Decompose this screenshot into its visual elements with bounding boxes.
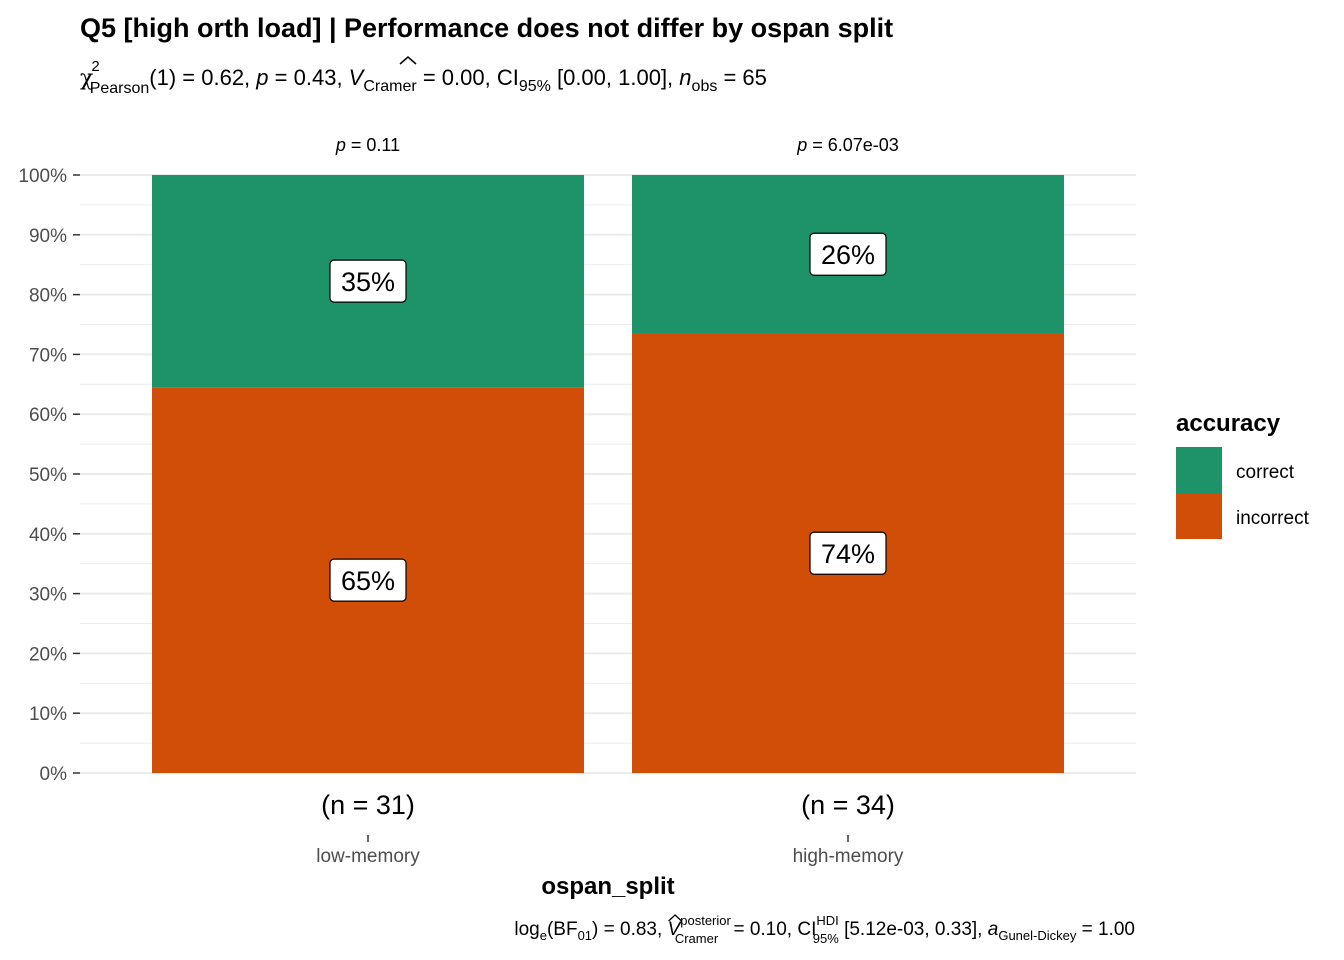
y-tick-label: 100% [18,166,67,187]
y-axis: 0% 10% 20% 30% 40% 50% 60% 70% 80% 90% 100% [18,166,80,785]
caption-log-sub: e [540,928,547,943]
legend: accuracy correct incorrect [1176,410,1310,539]
n-label: (n = 34) [801,790,895,820]
subtitle-stat: (1) = 0.62, [149,65,256,90]
caption-log: log [514,919,539,940]
legend-label-incorrect: incorrect [1236,508,1310,529]
bar-label-text: 65% [341,566,395,596]
facet-p-label: p = 0.11 [335,135,400,155]
y-tick-label: 30% [29,585,67,606]
legend-items: correct incorrect [1176,447,1310,539]
bar-label-box [329,558,407,602]
facet-p-values: p = 0.11 p = 6.07e-03 [335,135,899,155]
y-tick-label: 40% [29,525,67,546]
subtitle-v-text: = 0.00, CI [417,65,519,90]
x-tick-label: high-memory [793,846,904,867]
subtitle-n-sub: obs [692,78,718,95]
bar-label-correct: 35% [329,259,407,303]
y-tick-label: 70% [29,345,67,366]
bar-label-correct: 26% [809,232,887,276]
bar-label-incorrect: 74% [809,531,887,575]
y-tick-label: 90% [29,226,67,247]
caption-a-val: = 1.00 [1076,919,1135,940]
bar-label-text: 26% [821,240,875,270]
x-axis: (n = 31) low-memory (n = 34) high-memory [316,790,904,867]
subtitle-p-text: = 0.43, [269,65,349,90]
bar-label-incorrect: 65% [329,558,407,602]
v-hat-icon [399,56,417,65]
bar-label-box [809,531,887,575]
caption-v-sub: Cramer [675,931,719,946]
subtitle-ci-text: [0.00, 1.00], [551,65,679,90]
y-tick-label: 20% [29,644,67,665]
bar-label-text: 74% [821,539,875,569]
caption-ci-sub: 95% [813,931,839,946]
subtitle-v-sub: Cramer [363,78,417,95]
caption-bf-val: ) = 0.83, [592,919,668,940]
caption-v-hat-icon [668,914,683,922]
y-tick-label: 80% [29,286,67,307]
x-tick-label: low-memory [316,846,420,867]
legend-title: accuracy [1176,410,1281,437]
subtitle-ci-sub: 95% [519,78,551,95]
n-label: (n = 31) [321,790,415,820]
bar-labels: 65% 35% 74% 26% [329,232,887,602]
y-tick-label: 60% [29,405,67,426]
caption-bf-sub: 01 [578,928,592,943]
bar-label-box [329,259,407,303]
caption-ci-val: [5.12e-03, 0.33], [839,919,988,940]
subtitle-v: V [349,65,366,90]
facet-p-label: p = 6.07e-03 [796,135,899,155]
legend-label-correct: correct [1236,462,1295,483]
caption-v: V [668,919,683,940]
y-tick-label: 0% [40,764,68,785]
subtitle-n-text: = 65 [717,65,767,90]
caption-v-val: = 0.10, CI [728,919,816,940]
legend-swatch-correct [1176,447,1222,493]
y-tick-label: 10% [29,704,67,725]
chart-title: Q5 [high orth load] | Performance does n… [80,13,893,43]
subtitle-chi: χ [80,66,93,91]
subtitle-chi-sub: Pearson [90,80,150,97]
caption-ci-sup: HDI [816,913,838,928]
bar-label-box [809,232,887,276]
y-tick-label: 50% [29,465,67,486]
subtitle-n: n [679,65,691,90]
caption-bf: (BF [547,919,578,940]
chart-subtitle: χ2 Pearson(1) = 0.62, p = 0.43, VCramer =… [80,58,767,97]
subtitle-p: p [255,65,268,90]
caption-a: a [988,919,999,940]
subtitle-chi-sup: 2 [91,58,99,75]
chart-caption: loge(BF01) = 0.83, Vposterior Cramer = 0.… [514,913,1135,946]
legend-swatch-incorrect [1176,493,1222,539]
x-axis-title: ospan_split [541,873,674,900]
bar-label-text: 35% [341,267,395,297]
caption-a-sub: Gunel-Dickey [998,928,1077,943]
caption-v-sup: posterior [680,913,731,928]
